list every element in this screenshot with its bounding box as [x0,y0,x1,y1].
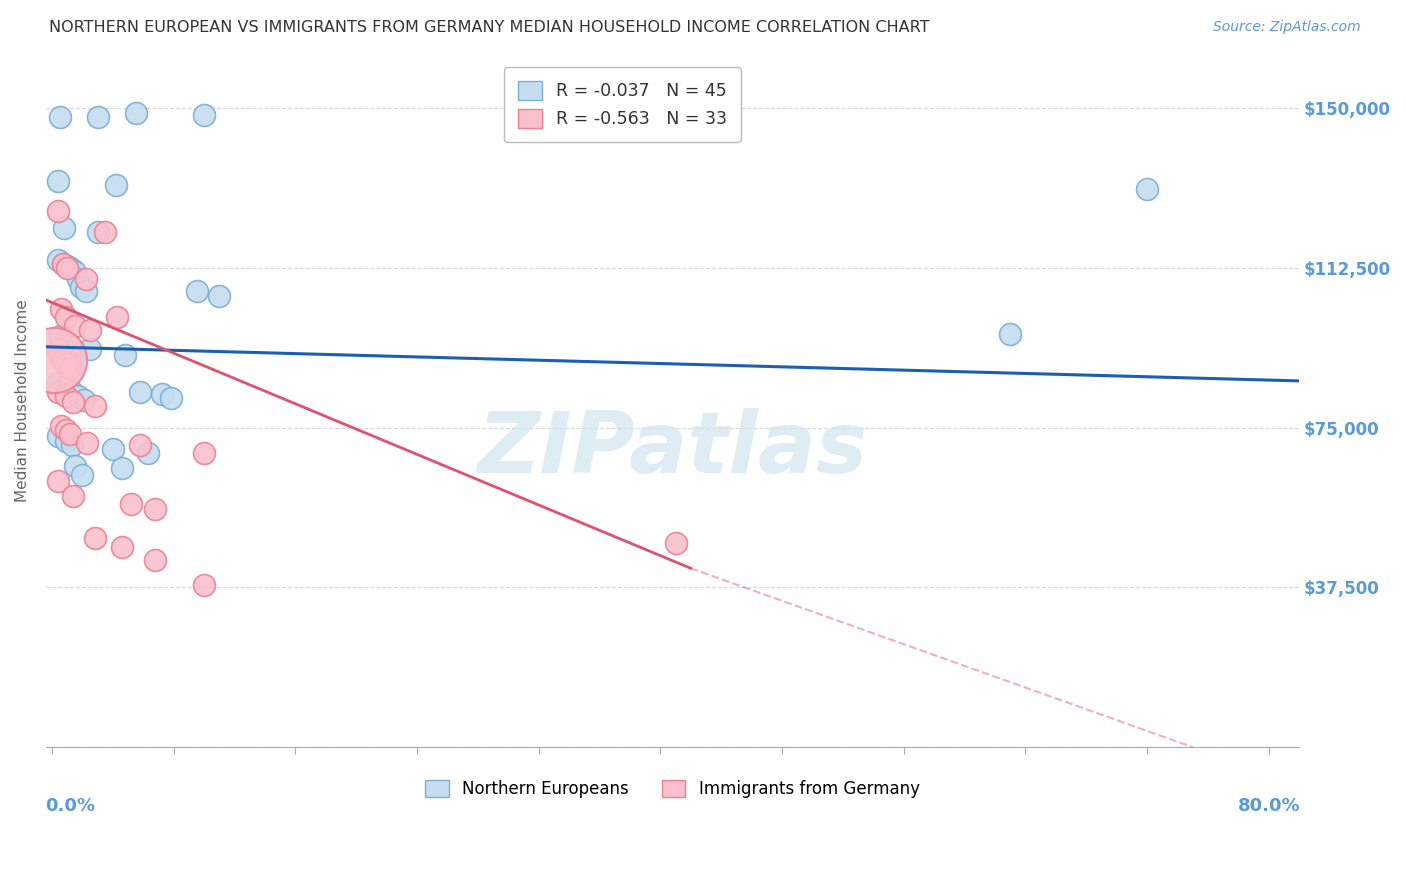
Point [51,418,73,433]
Point [62,263,84,277]
Point [59,427,82,442]
Point [94,225,117,239]
Point [55,310,77,324]
Point [129,438,152,452]
Point [66,271,89,285]
Point [145,553,167,567]
Point [193,108,215,122]
Point [193,446,215,460]
Point [114,348,136,362]
Point [83,532,105,546]
Text: Source: ZipAtlas.com: Source: ZipAtlas.com [1213,20,1361,34]
Text: 80.0%: 80.0% [1237,797,1301,815]
Y-axis label: Median Household Income: Median Household Income [15,300,30,502]
Point [75,271,97,285]
Point [52,257,75,271]
Point [62,395,84,409]
Point [60,438,83,452]
Point [46,376,69,390]
Point [73,392,96,407]
Text: 0.0%: 0.0% [45,797,94,815]
Point [55,423,77,437]
Point [42,352,65,367]
Point [111,461,134,475]
Point [107,310,129,324]
Point [76,435,98,450]
Point [58,260,80,274]
Point [60,359,83,373]
Point [79,342,101,356]
Point [101,442,124,456]
Point [63,458,86,473]
Point [70,280,93,294]
Point [86,225,108,239]
Point [159,391,181,405]
Point [46,429,69,443]
Point [55,380,77,394]
Point [46,174,69,188]
Point [129,384,152,399]
Point [145,501,167,516]
Point [664,535,686,549]
Point [66,389,89,403]
Point [52,257,75,271]
Point [86,110,108,124]
Text: NORTHERN EUROPEAN VS IMMIGRANTS FROM GERMANY MEDIAN HOUSEHOLD INCOME CORRELATION: NORTHERN EUROPEAN VS IMMIGRANTS FROM GER… [49,20,929,35]
Point [55,389,77,403]
Point [51,351,73,365]
Point [186,285,208,299]
Point [75,285,97,299]
Point [60,384,83,399]
Point [52,352,75,367]
Point [55,334,77,348]
Point [63,265,86,279]
Point [55,434,77,448]
Point [46,346,69,360]
Point [150,386,173,401]
Point [193,578,215,592]
Text: ZIPatlas: ZIPatlas [478,408,868,491]
Point [46,203,69,218]
Point [55,357,77,371]
Point [48,110,70,124]
Point [59,361,82,376]
Point [51,301,73,316]
Point [46,342,69,356]
Point [46,384,69,399]
Point [56,352,79,367]
Point [104,178,127,192]
Point [111,540,134,554]
Legend: Northern Europeans, Immigrants from Germany: Northern Europeans, Immigrants from Germ… [419,773,927,805]
Point [62,489,84,503]
Point [208,289,231,303]
Point [46,474,69,488]
Point [46,252,69,267]
Point [120,497,142,511]
Point [998,327,1021,342]
Point [59,355,82,369]
Point [55,259,77,273]
Point [72,467,94,482]
Point [125,105,148,120]
Point [136,446,159,460]
Point [56,261,79,276]
Point [48,329,70,343]
Point [53,220,76,235]
Point [1136,182,1159,196]
Point [63,318,86,333]
Point [83,400,105,414]
Point [79,323,101,337]
